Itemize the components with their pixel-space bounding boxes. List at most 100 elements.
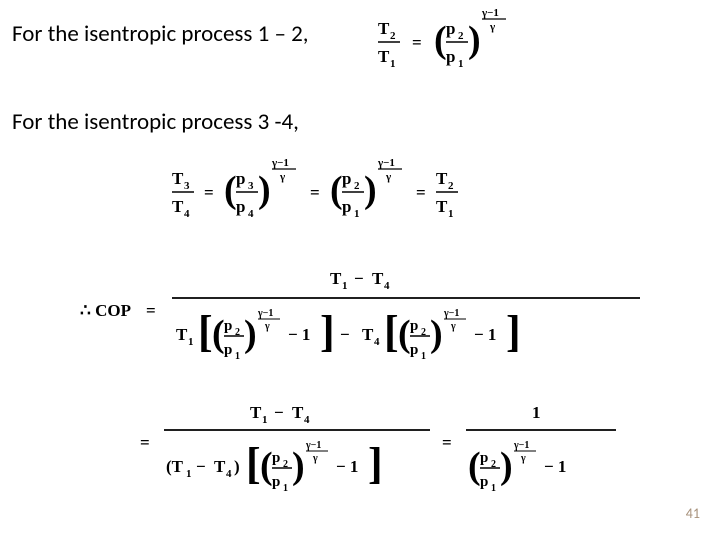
svg-text:γ: γ (312, 453, 318, 464)
svg-text:3: 3 (248, 180, 254, 192)
svg-text:1: 1 (390, 58, 396, 70)
svg-text:4: 4 (226, 468, 232, 480)
svg-text:p: p (236, 197, 245, 216)
svg-text:γ−1: γ−1 (513, 440, 529, 451)
svg-text:γ−1: γ−1 (481, 7, 499, 19)
svg-text:=: = (416, 183, 426, 202)
svg-text:T: T (172, 169, 184, 188)
svg-text:− 1: − 1 (544, 457, 566, 476)
svg-text:): ) (244, 313, 257, 355)
svg-text:p: p (236, 169, 245, 188)
svg-text:3: 3 (184, 180, 190, 192)
svg-text:p: p (342, 197, 351, 216)
svg-text:γ: γ (264, 321, 270, 332)
svg-text:−: − (274, 403, 284, 422)
svg-text:1: 1 (458, 58, 464, 70)
svg-text:4: 4 (184, 208, 190, 220)
svg-text:4: 4 (384, 280, 390, 292)
svg-text:T: T (436, 169, 448, 188)
svg-text:=: = (412, 33, 422, 52)
svg-text:(T: (T (166, 457, 184, 476)
svg-text:(: ( (434, 19, 447, 61)
svg-text:4: 4 (248, 208, 254, 220)
svg-text:1: 1 (448, 208, 454, 220)
svg-text:p: p (446, 19, 455, 38)
svg-text:p: p (410, 342, 418, 358)
svg-text:]: ] (506, 307, 521, 356)
svg-text:− 1: − 1 (288, 325, 310, 344)
svg-text:): ) (258, 169, 271, 211)
svg-text:1: 1 (235, 351, 240, 362)
svg-text:[: [ (246, 439, 261, 488)
svg-text:(: ( (468, 445, 481, 487)
svg-text:p: p (272, 450, 280, 466)
svg-text:p: p (480, 474, 488, 490)
svg-text:T: T (378, 19, 390, 38)
svg-text:− 1: − 1 (474, 325, 496, 344)
svg-text:1: 1 (491, 483, 496, 494)
page-number: 41 (686, 505, 700, 522)
svg-text:2: 2 (390, 30, 396, 42)
svg-text:p: p (410, 318, 418, 334)
svg-text:T: T (378, 47, 390, 66)
svg-text:1: 1 (532, 403, 541, 422)
svg-text:p: p (272, 474, 280, 490)
text-line-1: For the isentropic process 1 – 2, (12, 20, 309, 48)
svg-text:1: 1 (354, 208, 360, 220)
svg-text:p: p (342, 169, 351, 188)
svg-text:): ) (292, 445, 305, 487)
svg-text:2: 2 (458, 30, 464, 42)
svg-text:γ−1: γ−1 (443, 308, 459, 319)
svg-text:): ) (430, 313, 443, 355)
svg-text:4: 4 (304, 414, 310, 426)
svg-text:−: − (340, 325, 350, 344)
svg-text:4: 4 (374, 336, 380, 348)
svg-text:1: 1 (342, 280, 348, 292)
svg-text:p: p (480, 450, 488, 466)
equation-3: ∴ COP = T 1 − T 4 T 1 [ ( p 2 p 1 ) γ−1 (80, 250, 680, 370)
svg-text:2: 2 (448, 180, 454, 192)
svg-text:=: = (310, 183, 320, 202)
svg-text:T: T (214, 457, 226, 476)
svg-text:γ: γ (279, 171, 285, 183)
svg-text:γ−1: γ−1 (305, 440, 321, 451)
svg-text:(: ( (212, 313, 225, 355)
svg-text:(: ( (224, 169, 237, 211)
svg-text:T: T (372, 269, 384, 288)
text-line-2: For the isentropic process 3 -4, (12, 108, 299, 136)
svg-text:]: ] (320, 307, 335, 356)
svg-text:]: ] (368, 439, 383, 488)
svg-text:1: 1 (283, 483, 288, 494)
svg-text:1: 1 (262, 414, 268, 426)
svg-text:T: T (362, 325, 374, 344)
svg-text:γ−1: γ−1 (271, 157, 289, 169)
equation-2: T 3 T 4 = ( p 3 p 4 ) γ−1 γ = ( p 2 p (172, 150, 592, 228)
svg-text:−: − (196, 457, 206, 476)
equation-4: = T 1 − T 4 (T 1 − T 4 ) [ ( p 2 p 1 ) γ… (140, 390, 700, 500)
svg-text:=: = (146, 301, 156, 320)
svg-text:[: [ (198, 307, 213, 356)
svg-text:γ: γ (450, 321, 456, 332)
svg-text:T: T (250, 403, 262, 422)
svg-text:): ) (468, 19, 481, 61)
svg-text:2: 2 (354, 180, 360, 192)
svg-text:γ−1: γ−1 (377, 157, 395, 169)
svg-text:γ: γ (489, 21, 495, 33)
svg-text:p: p (224, 342, 232, 358)
svg-text:γ: γ (520, 453, 526, 464)
svg-text:T: T (330, 269, 342, 288)
svg-text:p: p (224, 318, 232, 334)
svg-text:T: T (292, 403, 304, 422)
svg-text:− 1: − 1 (336, 457, 358, 476)
svg-text:): ) (364, 169, 377, 211)
svg-text:(: ( (330, 169, 343, 211)
svg-text:(: ( (398, 313, 411, 355)
svg-text:): ) (500, 445, 513, 487)
svg-text:=: = (140, 433, 150, 452)
svg-text:[: [ (384, 307, 399, 356)
svg-text:T: T (172, 197, 184, 216)
svg-text:T: T (436, 197, 448, 216)
svg-text:γ−1: γ−1 (257, 308, 273, 319)
svg-text:p: p (446, 47, 455, 66)
svg-text:): ) (234, 457, 240, 476)
